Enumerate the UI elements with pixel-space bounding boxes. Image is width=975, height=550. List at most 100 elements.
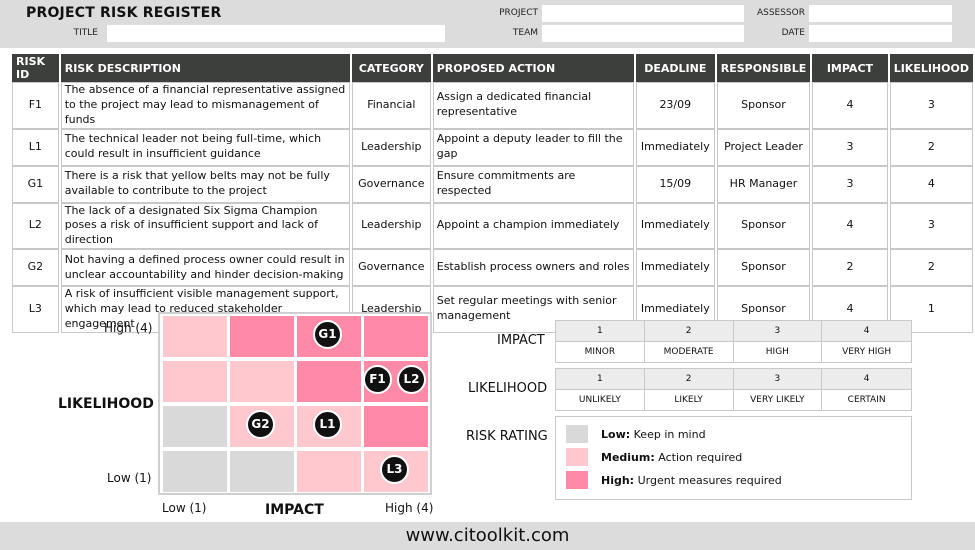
date-label: DATE: [781, 28, 805, 38]
col-proposed-action: PROPOSED ACTION: [432, 54, 634, 82]
scale-label: VERY HIGH: [842, 347, 892, 357]
high-rating-level: High:: [601, 474, 635, 487]
table-row: G2 Not having a defined process owner cou…: [12, 249, 973, 287]
scale-number: 4: [822, 369, 911, 390]
medium-rating-item: Medium: Action required: [601, 451, 742, 464]
scale-label: UNLIKELY: [578, 395, 621, 405]
table-row: G1 There is a risk that yellow belts may …: [12, 165, 973, 203]
impact-cell: 2: [812, 249, 888, 287]
medium-rating-level: Medium:: [601, 451, 655, 464]
category-cell: Financial: [351, 82, 431, 129]
risk-marker-f1: F1: [363, 365, 392, 394]
likelihood-scale: 1 UNLIKELY 2 LIKELY 3 VERY LIKELY 4 CERTAIN: [555, 368, 912, 411]
title-label: TITLE: [73, 28, 98, 38]
scale-label: LIKELY: [674, 395, 703, 405]
footer-link[interactable]: www.citoolkit.com: [405, 525, 570, 546]
team-field[interactable]: [542, 25, 744, 42]
likelihood-cell: 3: [889, 202, 973, 250]
proposed-action-cell: Ensure commitments are respected: [432, 165, 634, 203]
scale-number: 4: [822, 321, 911, 342]
impact-legend-title: IMPACT: [497, 333, 545, 348]
likelihood-scale-col: 1 UNLIKELY: [556, 369, 645, 410]
likelihood-scale-col: 4 CERTAIN: [822, 369, 911, 410]
category-cell: Leadership: [351, 202, 431, 250]
likelihood-cell: 4: [889, 165, 973, 203]
likelihood-cell: 2: [889, 128, 973, 166]
deadline-cell: 15/09: [635, 165, 715, 203]
scale-label: VERY LIKELY: [750, 395, 805, 405]
likelihood-legend-title: LIKELIHOOD: [468, 381, 548, 396]
y-axis-label: LIKELIHOOD: [58, 396, 154, 412]
category-cell: Governance: [351, 249, 431, 287]
risk-register-table: RISK ID RISK DESCRIPTION CATEGORY PROPOS…: [10, 54, 975, 333]
matrix-cell-high: [230, 316, 294, 357]
risk-id-cell: F1: [12, 82, 59, 129]
impact-scale: 1 MINOR 2 MODERATE 3 HIGH 4 VERY HIGH: [555, 320, 912, 363]
medium-rating-text: Action required: [654, 451, 743, 464]
impact-scale-col: 3 HIGH: [733, 321, 823, 362]
x-axis-label: IMPACT: [265, 502, 324, 518]
low-rating-item: Low: Keep in mind: [601, 428, 706, 441]
risk-marker-g1: G1: [313, 320, 342, 349]
proposed-action-cell: Establish process owners and roles: [432, 249, 634, 287]
risk-marker-g2: G2: [246, 410, 275, 439]
matrix-cell-medium: [297, 451, 361, 492]
col-risk-id: RISK ID: [12, 54, 59, 82]
likelihood-cell: 1: [889, 286, 973, 333]
responsible-cell: Project Leader: [716, 128, 811, 166]
low-rating-text: Keep in mind: [630, 428, 706, 441]
category-cell: Governance: [351, 165, 431, 203]
medium-swatch: [566, 448, 588, 466]
page-title: PROJECT RISK REGISTER: [26, 5, 222, 21]
deadline-cell: 23/09: [635, 82, 715, 129]
risk-id-cell: L1: [12, 128, 59, 166]
scale-number: 2: [644, 369, 733, 390]
proposed-action-cell: Assign a dedicated financial representat…: [432, 82, 634, 129]
deadline-cell: Immediately: [635, 202, 715, 250]
high-swatch: [566, 471, 588, 489]
risk-description-cell: A risk of insufficient visible managemen…: [60, 286, 350, 333]
risk-description-cell: The absence of a financial representativ…: [60, 82, 350, 129]
col-responsible: RESPONSIBLE: [716, 54, 811, 82]
col-impact: IMPACT: [812, 54, 888, 82]
low-swatch: [566, 425, 588, 443]
matrix-cell-low: [163, 406, 227, 447]
table-row: F1 The absence of a financial representat…: [12, 82, 973, 129]
matrix-cell-low: [230, 451, 294, 492]
matrix-cell-medium: [230, 361, 294, 402]
category-cell: Leadership: [351, 128, 431, 166]
deadline-cell: Immediately: [635, 249, 715, 287]
impact-cell: 3: [812, 128, 888, 166]
risk-marker-l2: L2: [397, 365, 426, 394]
col-risk-description: RISK DESCRIPTION: [60, 54, 350, 82]
matrix-cell-high: [364, 316, 428, 357]
risk-description-cell: The lack of a designated Six Sigma Champ…: [60, 202, 350, 250]
impact-scale-col: 4 VERY HIGH: [822, 321, 911, 362]
high-rating-item: High: Urgent measures required: [601, 474, 782, 487]
deadline-cell: Immediately: [635, 128, 715, 166]
matrix-cell-medium: [163, 361, 227, 402]
project-field[interactable]: [542, 5, 744, 22]
scale-number: 3: [733, 321, 822, 342]
table-row: L3 A risk of insufficient visible managem…: [12, 286, 973, 333]
proposed-action-cell: Set regular meetings with senior managem…: [432, 286, 634, 333]
date-field[interactable]: [809, 25, 952, 42]
responsible-cell: Sponsor: [716, 82, 811, 129]
risk-matrix: G1 F1 L2 G2 L1 L3: [158, 312, 432, 495]
risk-marker-l1: L1: [313, 410, 342, 439]
risk-rating-title: RISK RATING: [466, 429, 548, 444]
assessor-label: ASSESSOR: [756, 8, 805, 18]
high-rating-text: Urgent measures required: [634, 474, 782, 487]
title-field[interactable]: [107, 25, 445, 42]
col-deadline: DEADLINE: [635, 54, 715, 82]
matrix-cell-low: [163, 451, 227, 492]
impact-cell: 4: [812, 82, 888, 129]
scale-label: MINOR: [584, 347, 616, 357]
matrix-cell-high: [364, 406, 428, 447]
assessor-field[interactable]: [809, 5, 952, 22]
scale-label: CERTAIN: [847, 395, 886, 405]
low-rating-level: Low:: [601, 428, 631, 441]
likelihood-scale-col: 2 LIKELY: [644, 369, 734, 410]
table-header-row: RISK ID RISK DESCRIPTION CATEGORY PROPOS…: [12, 54, 973, 82]
scale-number: 1: [556, 321, 644, 342]
